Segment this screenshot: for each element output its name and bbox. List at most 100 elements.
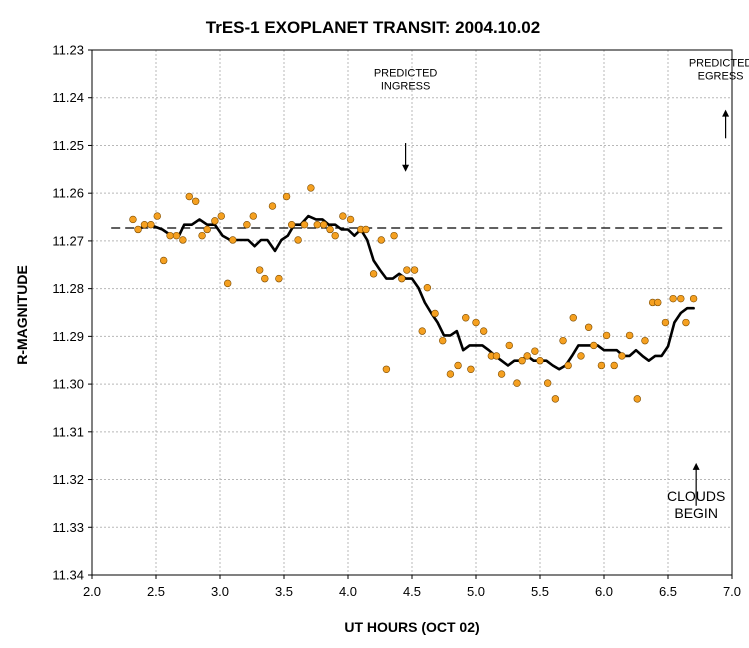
data-point [661,318,670,327]
y-axis-title: R-MAGNITUDE [14,265,30,365]
data-point [275,274,283,283]
data-point [536,357,544,365]
data-point [287,220,296,229]
data-point [140,220,149,229]
annotation-text: PREDICTED [689,58,749,70]
smoothed-curve [135,214,695,371]
data-point [313,220,321,229]
data-point [531,347,539,355]
y-tick-label: 11.32 [52,472,84,487]
annotation-text: BEGIN [674,505,718,521]
data-point [439,336,447,345]
data-point [431,309,439,318]
data-point [602,331,611,340]
y-tick-label: 11.31 [52,424,84,439]
x-axis-tick-labels: 2.0 2.5 3.0 3.5 4.0 4.5 5.0 5.5 6.0 6.5 7.0 [83,584,741,599]
data-point [129,215,137,224]
annotation-arrowhead [722,109,730,117]
x-tick-label: 5.5 [531,584,549,599]
y-tick-label: 11.24 [52,90,84,105]
data-point [590,341,598,350]
data-point [362,225,370,234]
data-point [618,352,626,360]
data-point [179,236,187,244]
data-point [300,220,309,229]
data-point [134,225,142,234]
data-point [346,215,355,224]
data-point [454,361,462,370]
data-point [369,270,378,278]
data-point [564,361,572,370]
data-point [398,274,406,283]
chart-title: TrES-1 EXOPLANET TRANSIT: 2004.10.02 [206,18,540,37]
data-point [543,379,552,387]
x-tick-label: 7.0 [723,584,741,599]
y-tick-label: 11.29 [52,329,84,344]
x-tick-label: 4.0 [339,584,357,599]
data-point [446,370,455,378]
data-point [377,236,385,244]
data-point [682,318,690,327]
smoothed-line [135,214,695,371]
annotation-text: INGRESS [381,80,431,92]
data-point [166,231,174,240]
x-axis-title: UT HOURS (OCT 02) [344,619,479,635]
data-point [211,217,219,225]
data-point [677,294,685,303]
data-point [382,365,391,373]
data-point [159,256,168,265]
data-point [551,395,560,403]
x-tick-label: 3.0 [211,584,229,599]
data-point [331,231,339,240]
data-point [339,212,347,220]
data-point [185,192,193,201]
data-point [217,212,225,220]
annotation-arrowhead [402,164,410,172]
data-point [243,220,251,229]
data-point [641,336,649,345]
data-point [610,361,618,370]
data-point [584,323,593,331]
data-point [492,352,501,360]
data-point [462,314,470,322]
data-point [319,220,328,229]
data-point [255,266,264,274]
annotation-text: EGRESS [698,71,744,83]
data-point [625,331,634,340]
data-point [172,231,181,240]
x-tick-label: 4.5 [403,584,421,599]
y-tick-label: 11.26 [52,186,84,201]
annotation-arrowhead [692,462,700,470]
data-point [633,395,641,403]
data-point [198,231,206,240]
data-point [518,357,526,365]
y-tick-label: 11.25 [52,138,84,153]
data-point [229,236,237,244]
data-point [261,274,269,283]
data-point [523,352,531,360]
data-points [129,184,698,403]
data-point [479,327,488,335]
x-tick-label: 3.5 [275,584,293,599]
data-point [418,327,426,335]
data-point [597,361,606,370]
grid [88,49,733,579]
data-point [282,192,291,201]
data-point [497,370,506,378]
data-point [410,266,419,274]
annotations: PREDICTEDINGRESSPREDICTEDEGRESSCLOUDSBEG… [374,58,749,521]
y-tick-label: 11.27 [52,233,84,248]
y-tick-label: 11.30 [52,377,84,392]
x-tick-label: 6.0 [595,584,613,599]
data-point [577,352,585,360]
y-tick-label: 11.34 [52,568,84,583]
data-point [390,231,398,240]
data-point [307,184,315,192]
y-tick-label: 11.23 [52,43,84,58]
data-point [513,379,521,387]
data-point [505,341,513,350]
data-point [203,225,211,234]
annotation-text: PREDICTED [374,67,438,79]
y-tick-label: 11.28 [52,281,84,296]
